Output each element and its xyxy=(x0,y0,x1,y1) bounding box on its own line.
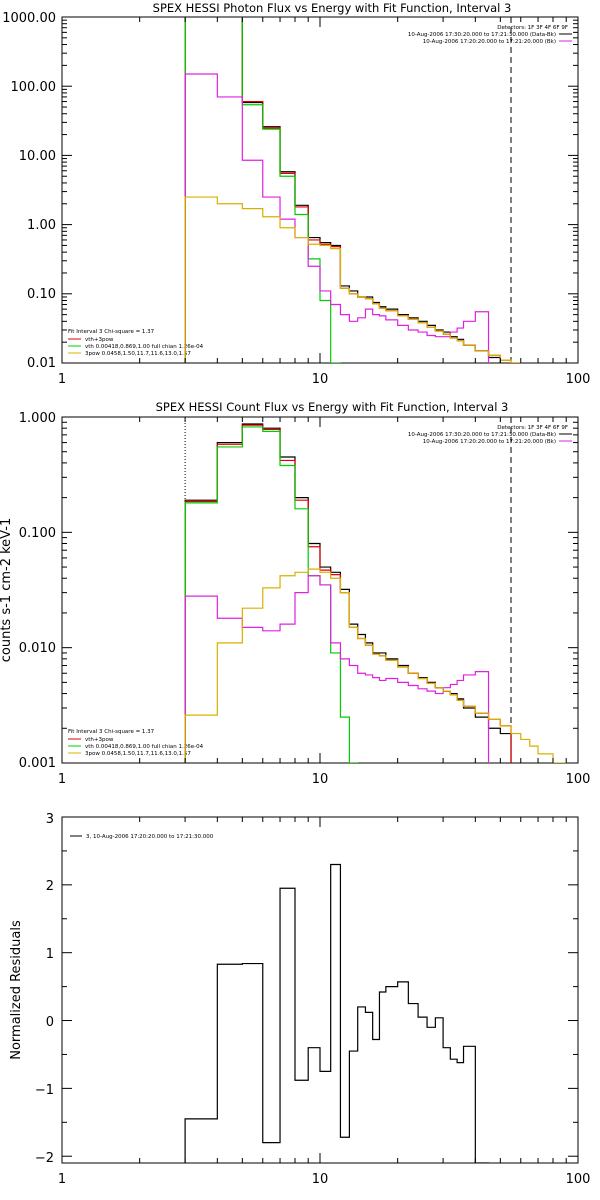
x-tick-label: 10 xyxy=(312,1172,329,1187)
plot-frame xyxy=(61,816,579,1164)
y-tick-label: 1.000 xyxy=(19,411,56,426)
y-tick-label: 0.100 xyxy=(19,526,56,541)
legend-entry: vth 0.00418,0.869,1.00 full chian 1.26e-… xyxy=(85,744,204,750)
x-tick-label: 1 xyxy=(58,772,66,787)
panel-title: SPEX HESSI Count Flux vs Energy with Fit… xyxy=(156,400,509,414)
y-tick-label: 100.00 xyxy=(11,80,57,95)
plot-frame xyxy=(61,416,579,764)
series-data-bk xyxy=(184,17,501,363)
y-tick-label: 0.10 xyxy=(27,287,56,302)
fit-header: Fit Interval 3 Chi-square = 1.37 xyxy=(68,329,155,335)
count-flux-panel: SPEX HESSI Count Flux vs Energy with Fit… xyxy=(0,400,590,787)
x-tick-label: 100 xyxy=(566,1172,591,1187)
plot-area xyxy=(184,863,490,1163)
series-vth-3pow xyxy=(184,424,512,763)
x-tick-label: 1 xyxy=(58,372,66,387)
y-tick-label: 0.010 xyxy=(19,641,56,656)
series-bk xyxy=(184,575,490,763)
legend-entry: 10-Aug-2006 17:30:20.000 to 17:21:30.000… xyxy=(408,32,556,38)
y-axis-label: Normalized Residuals xyxy=(9,920,24,1060)
x-tick-label: 100 xyxy=(566,372,591,387)
legend-entry: vth 0.00418,0.869,1.00 full chian 1.26e-… xyxy=(85,344,204,350)
detectors-label: Detectors: 1F 3F 4F 6F 9F xyxy=(497,25,568,31)
y-axis-label: counts s-1 cm-2 keV-1 xyxy=(0,518,14,663)
photon-flux-panel: SPEX HESSI Photon Flux vs Energy with Fi… xyxy=(2,1,590,387)
series-3pow xyxy=(184,568,567,763)
y-tick-label: 0.01 xyxy=(27,356,56,371)
x-tick-label: 1 xyxy=(58,1172,66,1187)
series-vth xyxy=(184,17,342,363)
chart-marks xyxy=(61,16,578,1163)
plot-area xyxy=(184,417,567,763)
legend-entry: 3, 10-Aug-2006 17:20:20.000 to 17:21:30.… xyxy=(86,834,214,840)
y-tick-label: 1000.00 xyxy=(2,11,56,26)
y-tick-label: 10.00 xyxy=(19,149,56,164)
series-bk xyxy=(184,73,490,363)
legend-entry: vth+3pow xyxy=(85,337,114,343)
y-tick-label: −1 xyxy=(35,1083,54,1098)
legend-entry: 3pow 0.0458,1.50,11.7,11.6,13.0,1.57 xyxy=(85,351,191,357)
y-tick-label: 2 xyxy=(46,879,54,894)
plot-frame xyxy=(61,16,579,364)
x-tick-label: 100 xyxy=(566,772,591,787)
y-tick-label: 0.001 xyxy=(19,756,56,771)
legend-entry: 10-Aug-2006 17:20:20.000 to 17:21:20.000… xyxy=(423,39,556,45)
y-tick-label: 1 xyxy=(46,947,54,962)
y-tick-label: −2 xyxy=(35,1151,54,1166)
panel-title: SPEX HESSI Photon Flux vs Energy with Fi… xyxy=(153,1,512,15)
y-tick-label: 3 xyxy=(46,812,54,827)
series-3-10-aug-2006-17-20-20-000-to-17-21-30-000 xyxy=(184,863,490,1163)
residuals-panel: Normalized Residuals 1 10 100 −2 −1 0 1 … xyxy=(9,812,590,1187)
x-tick-label: 10 xyxy=(312,772,329,787)
legend-entry: vth+3pow xyxy=(85,737,114,743)
y-tick-label: 1.00 xyxy=(27,218,56,233)
series-vth xyxy=(184,426,359,763)
legend-entry: 3pow 0.0458,1.50,11.7,11.6,13.0,1.57 xyxy=(85,751,191,757)
fit-header: Fit Interval 3 Chi-square = 1.37 xyxy=(68,729,155,735)
legend-entry: 10-Aug-2006 17:30:20.000 to 17:21:30.000… xyxy=(408,432,556,438)
series-3pow xyxy=(184,196,522,363)
series-data-bk xyxy=(184,423,512,763)
y-tick-label: 0 xyxy=(46,1015,54,1030)
detectors-label: Detectors: 1F 3F 4F 6F 9F xyxy=(497,425,568,431)
x-tick-label: 10 xyxy=(312,372,329,387)
legend-entry: 10-Aug-2006 17:20:20.000 to 17:21:20.000… xyxy=(423,439,556,445)
plot-area xyxy=(184,17,522,363)
